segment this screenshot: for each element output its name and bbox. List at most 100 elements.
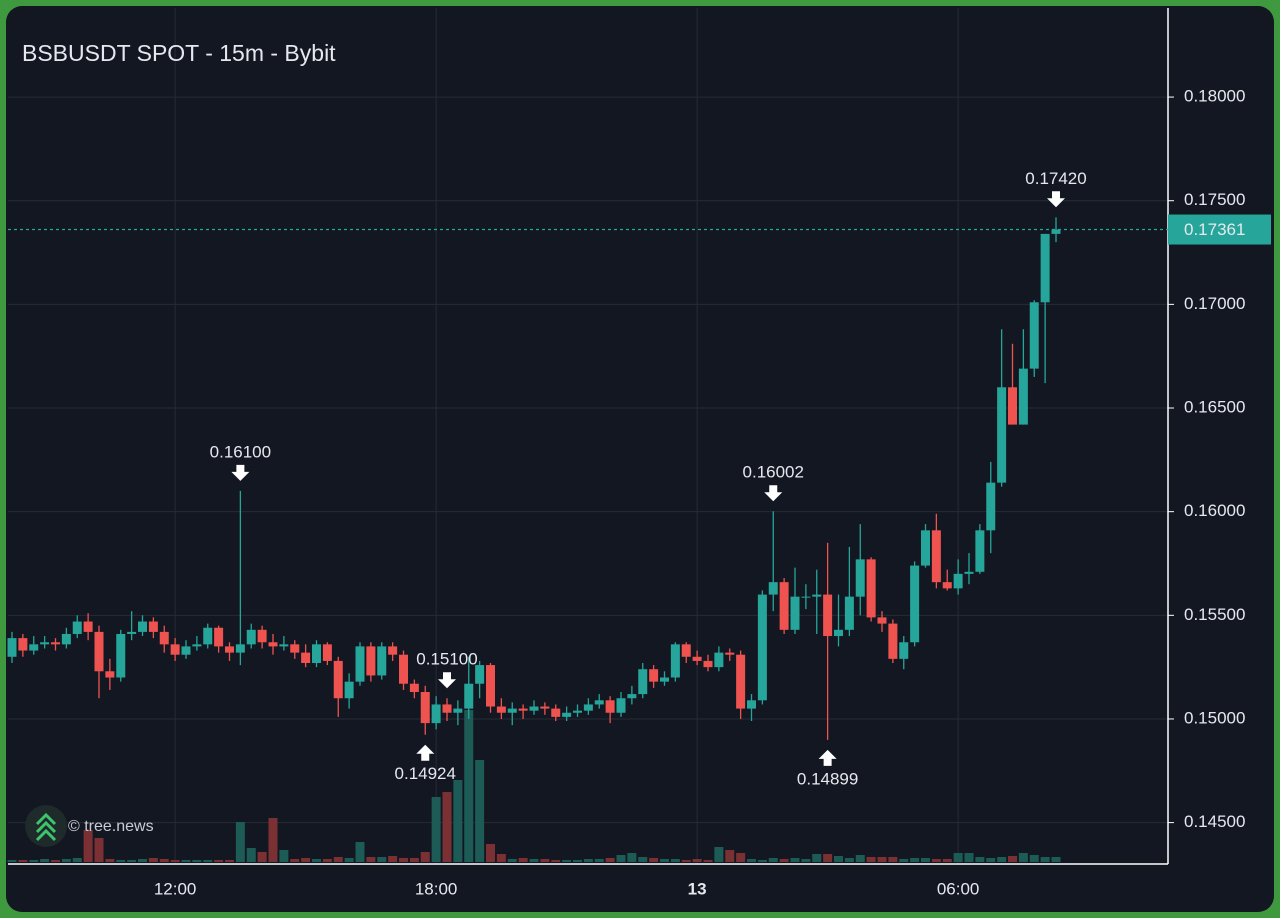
candle-body (116, 633, 126, 678)
volume-bar (40, 859, 50, 862)
volume-bar (442, 792, 452, 862)
volume-bar (779, 859, 789, 862)
candle-body (855, 559, 865, 597)
volume-bar (594, 859, 604, 862)
candle-body (1029, 302, 1039, 369)
volume-bar (116, 860, 126, 862)
volume-bar (801, 859, 811, 862)
candle-body (83, 621, 93, 632)
candle-body (573, 710, 582, 713)
candle-body (931, 530, 941, 583)
volume-bar (72, 858, 82, 862)
candle-body (344, 681, 354, 699)
volume-bar (312, 859, 321, 862)
candle-body (812, 594, 822, 597)
candle-body (127, 631, 137, 634)
candle-body (844, 596, 854, 630)
volume-bar (747, 859, 756, 862)
candle-body (51, 642, 60, 645)
candle-body (148, 621, 158, 632)
x-tick-label: 13 (688, 879, 707, 898)
volume-bar (855, 855, 865, 862)
volume-bar (844, 858, 854, 862)
volume-bar (51, 860, 60, 862)
candle-body (192, 644, 202, 647)
axis-layer: 0.14500 0.15000 0.15500 0.16000 0.16500 0.170… (154, 87, 1271, 898)
candle-body (877, 617, 887, 624)
candle-body (61, 633, 71, 645)
volume-bar (203, 860, 213, 862)
volume-bar (333, 857, 343, 862)
candle-body (779, 582, 789, 630)
y-tick-label: 0.15500 (1184, 605, 1245, 624)
volume-bar (649, 858, 659, 862)
candle-body (475, 665, 485, 684)
volume-bar (551, 860, 561, 862)
candle-body (714, 652, 724, 668)
candle-body (214, 627, 224, 647)
volume-bar (964, 853, 974, 862)
volume-bar (997, 857, 1007, 862)
candle-body (910, 565, 920, 643)
arrow-down (764, 485, 783, 502)
candle-body (301, 652, 311, 663)
candle-body (921, 530, 930, 566)
candle-body (964, 571, 974, 574)
candle-body (138, 621, 147, 632)
candle-body (464, 683, 474, 709)
candle-body (486, 665, 495, 707)
candle-body (616, 698, 626, 713)
candle-body (747, 700, 756, 709)
volume-bar (703, 860, 713, 862)
volume-bar (431, 797, 441, 862)
annotation-label: 0.14899 (797, 769, 858, 788)
volume-bar (888, 857, 898, 862)
volume-bar (18, 860, 28, 862)
volume-bar (138, 859, 147, 862)
volume-bar (377, 857, 387, 862)
volume-bar (540, 859, 550, 862)
annotation-label: 0.16100 (210, 442, 271, 461)
volume-bar (235, 822, 245, 862)
candle-body (692, 656, 702, 661)
volume-bar (322, 859, 332, 862)
y-tick-label: 0.17500 (1184, 190, 1245, 209)
volume-bar (910, 858, 920, 862)
candle-body (355, 646, 365, 682)
candle-body (540, 706, 550, 709)
candle-body (1040, 233, 1050, 303)
candle-body (605, 700, 615, 713)
watermark: © tree.news (68, 818, 154, 835)
volume-bar (29, 860, 39, 862)
candle-body (507, 708, 517, 713)
volume-bar (83, 830, 93, 862)
volume-bar (409, 858, 419, 862)
volume-bar (214, 860, 224, 862)
candle-body (757, 594, 767, 701)
candle-body (866, 559, 876, 618)
volume-bar (834, 856, 843, 862)
y-tick-label: 0.16000 (1184, 501, 1245, 520)
candle-body (268, 642, 278, 647)
volume-bar (453, 780, 463, 862)
volume-bar (366, 857, 376, 862)
volume-bar (660, 859, 669, 862)
candle-body (312, 644, 321, 663)
volume-bar (159, 859, 169, 862)
candle-body (1018, 368, 1028, 425)
volume-bar (1040, 857, 1050, 862)
candle-body (18, 638, 28, 651)
annotation-label: 0.14924 (395, 764, 456, 783)
y-tick-label: 0.18000 (1184, 87, 1245, 106)
candle-body (1008, 387, 1017, 425)
candle-body (562, 712, 572, 717)
volume-bar (518, 858, 528, 862)
candle-body (1051, 229, 1061, 234)
candle-body (551, 708, 561, 717)
candle-body (203, 627, 213, 645)
annotation-label: 0.17420 (1025, 169, 1086, 188)
volume-bar (170, 860, 180, 862)
volume-bar (464, 710, 474, 862)
volume-bar (975, 857, 985, 862)
volume-bar (1008, 856, 1017, 862)
